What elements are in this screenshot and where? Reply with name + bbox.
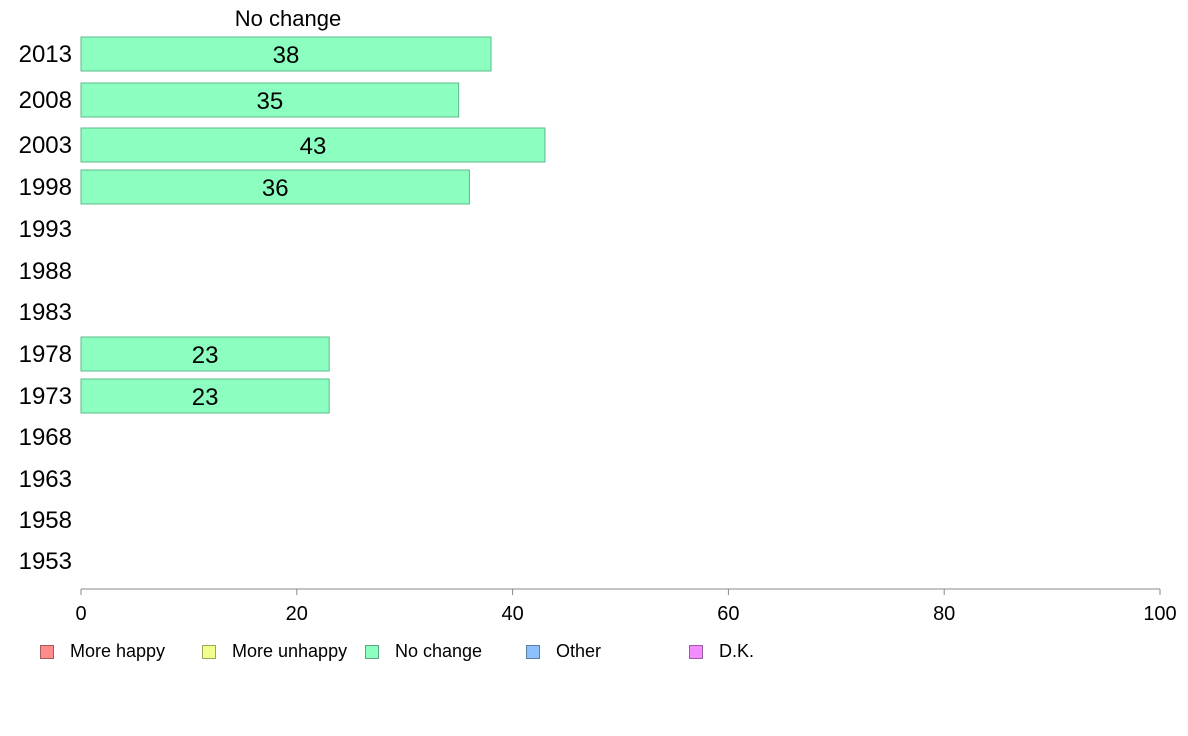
bar-2003 [80, 127, 546, 163]
y-tick-label-1983: 1983 [19, 299, 72, 326]
y-tick-label-1963: 1963 [19, 466, 72, 493]
series-title: No change [235, 6, 341, 31]
x-tick-label-20: 20 [286, 603, 308, 625]
y-tick-label-1978: 1978 [19, 341, 72, 368]
y-tick-label-1953: 1953 [19, 548, 72, 575]
legend-item-no-change: No change [365, 641, 482, 662]
data-label-1998: 36 [262, 175, 289, 202]
x-tick-label-80: 80 [933, 603, 955, 625]
bar-2013 [80, 36, 492, 72]
legend-item-dk: D.K. [689, 641, 754, 662]
legend-swatch-other [526, 644, 540, 659]
x-tick-label-40: 40 [501, 603, 523, 625]
bar-2008 [80, 82, 460, 118]
legend-label-more-happy: More happy [70, 641, 166, 661]
y-tick-label-1968: 1968 [19, 424, 72, 451]
bar-1998 [80, 169, 470, 205]
y-tick-label-1958: 1958 [19, 507, 72, 534]
x-tick-label-0: 0 [75, 603, 86, 625]
legend-item-other: Other [526, 641, 601, 662]
x-tick-label-60: 60 [717, 603, 739, 625]
y-tick-label-1973: 1973 [19, 383, 72, 410]
legend-label-dk: D.K. [719, 641, 755, 661]
y-tick-label-1998: 1998 [19, 174, 72, 201]
y-tick-labels: 2013 2008 2003 1998 1993 1988 1983 1978 1973 1968… [19, 41, 72, 575]
legend: More happy More unhappy No change Other … [40, 641, 800, 663]
legend-swatch-no-change [365, 644, 379, 659]
bar-1973 [80, 378, 330, 414]
legend-swatch-dk [689, 644, 703, 659]
y-tick-label-1988: 1988 [19, 258, 72, 285]
y-tick-label-2003: 2003 [19, 132, 72, 159]
bar-1978 [80, 336, 330, 372]
data-label-1973: 23 [192, 384, 219, 411]
legend-swatch-more-unhappy [202, 644, 216, 659]
x-tick-label-100: 100 [1143, 603, 1176, 625]
y-tick-label-1993: 1993 [19, 216, 72, 243]
bar-group: 38 35 43 36 23 23 [80, 36, 546, 414]
legend-label-other: Other [556, 641, 602, 661]
data-label-2003: 43 [300, 133, 327, 160]
data-label-2013: 38 [273, 42, 300, 69]
legend-label-more-unhappy: More unhappy [232, 641, 348, 661]
x-axis: 0 20 40 60 80 100 [75, 588, 1177, 625]
y-tick-label-2008: 2008 [19, 87, 72, 114]
legend-item-more-unhappy: More unhappy [202, 641, 347, 662]
data-label-1978: 23 [192, 342, 219, 369]
data-label-2008: 35 [256, 88, 283, 115]
y-tick-label-2013: 2013 [19, 41, 72, 68]
legend-swatch-more-happy [40, 644, 54, 659]
legend-label-no-change: No change [395, 641, 483, 661]
legend-item-more-happy: More happy [40, 641, 165, 662]
